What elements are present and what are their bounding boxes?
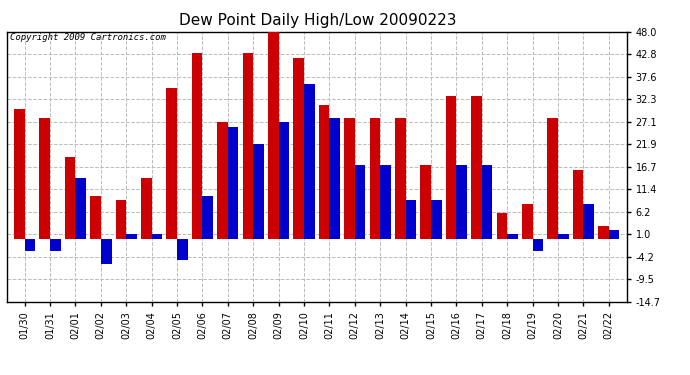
Bar (192, 53, 202, 238)
Bar (177, 238, 188, 260)
Bar (50, 238, 61, 252)
Bar (507, 234, 518, 238)
Bar (268, 32, 279, 239)
Bar (304, 84, 315, 238)
Bar (39, 118, 50, 238)
Bar (152, 234, 162, 238)
Bar (228, 127, 239, 238)
Bar (293, 58, 304, 238)
Bar (319, 105, 329, 238)
Bar (598, 226, 609, 238)
Bar (65, 157, 75, 238)
Bar (217, 122, 228, 238)
Bar (90, 195, 101, 238)
Text: Copyright 2009 Cartronics.com: Copyright 2009 Cartronics.com (10, 33, 166, 42)
Bar (573, 170, 583, 238)
Bar (370, 118, 380, 238)
Bar (482, 165, 493, 238)
Bar (547, 118, 558, 238)
Bar (380, 165, 391, 238)
Bar (497, 213, 507, 238)
Bar (75, 178, 86, 238)
Bar (609, 230, 620, 238)
Bar (126, 234, 137, 238)
Bar (202, 195, 213, 238)
Bar (25, 238, 35, 252)
Bar (253, 144, 264, 238)
Bar (446, 96, 456, 238)
Bar (116, 200, 126, 238)
Bar (243, 53, 253, 238)
Bar (522, 204, 533, 238)
Bar (166, 88, 177, 238)
Bar (471, 96, 482, 238)
Bar (101, 238, 112, 264)
Bar (344, 118, 355, 238)
Bar (583, 204, 594, 238)
Bar (558, 234, 569, 238)
Bar (406, 200, 416, 238)
Bar (141, 178, 152, 238)
Text: Dew Point Daily High/Low 20090223: Dew Point Daily High/Low 20090223 (179, 13, 456, 28)
Bar (533, 238, 543, 252)
Bar (355, 165, 366, 238)
Bar (395, 118, 406, 238)
Bar (14, 110, 25, 238)
Bar (279, 122, 289, 238)
Bar (431, 200, 442, 238)
Bar (420, 165, 431, 238)
Bar (456, 165, 467, 238)
Bar (329, 118, 340, 238)
